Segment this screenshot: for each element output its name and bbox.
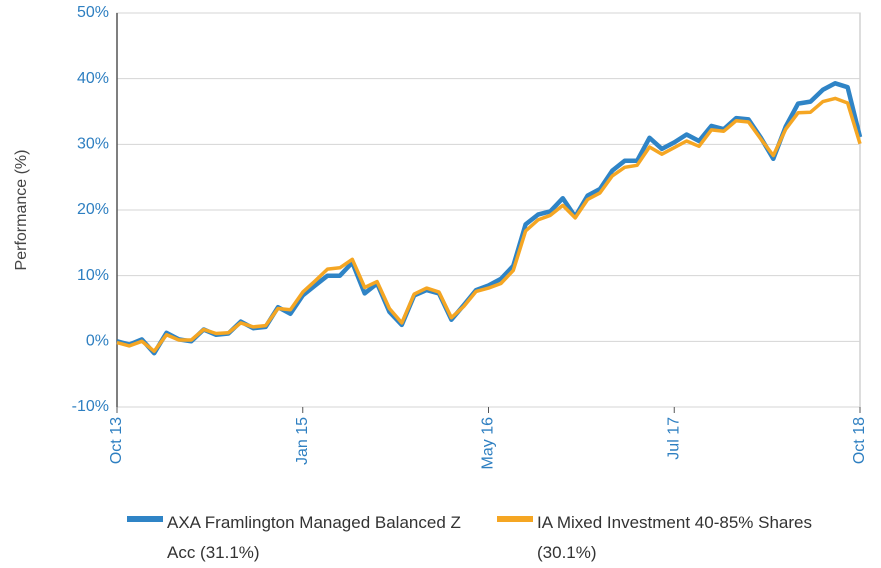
y-tick-label: 30% — [77, 136, 109, 153]
legend-item: AXA Framlington Managed Balanced Z Acc (… — [127, 508, 467, 568]
x-tick-label: Jul 17 — [665, 417, 682, 460]
legend-swatch — [127, 516, 163, 522]
x-tick-label: Jan 15 — [294, 417, 311, 465]
legend-label: IA Mixed Investment 40-85% Shares (30.1%… — [537, 513, 812, 562]
y-tick-label: 0% — [86, 333, 109, 350]
x-tick-label: Oct 18 — [851, 417, 868, 464]
x-tick-label: May 16 — [480, 417, 497, 470]
y-tick-label: -10% — [72, 398, 109, 415]
x-tick-label: Oct 13 — [108, 417, 125, 464]
legend-item: IA Mixed Investment 40-85% Shares (30.1%… — [497, 508, 837, 568]
y-tick-label: 40% — [77, 70, 109, 87]
legend-label: AXA Framlington Managed Balanced Z Acc (… — [167, 513, 461, 562]
series-line — [116, 96, 862, 353]
chart: Performance (%) -10% 0% 10% 20% 30% 40% 50% Oct… — [13, 4, 868, 470]
y-axis-label: Performance (%) — [13, 150, 30, 271]
y-tick-label: 20% — [77, 201, 109, 218]
y-tick-label: 50% — [77, 4, 109, 21]
legend-swatch — [497, 516, 533, 522]
y-tick-label: 10% — [77, 267, 109, 284]
